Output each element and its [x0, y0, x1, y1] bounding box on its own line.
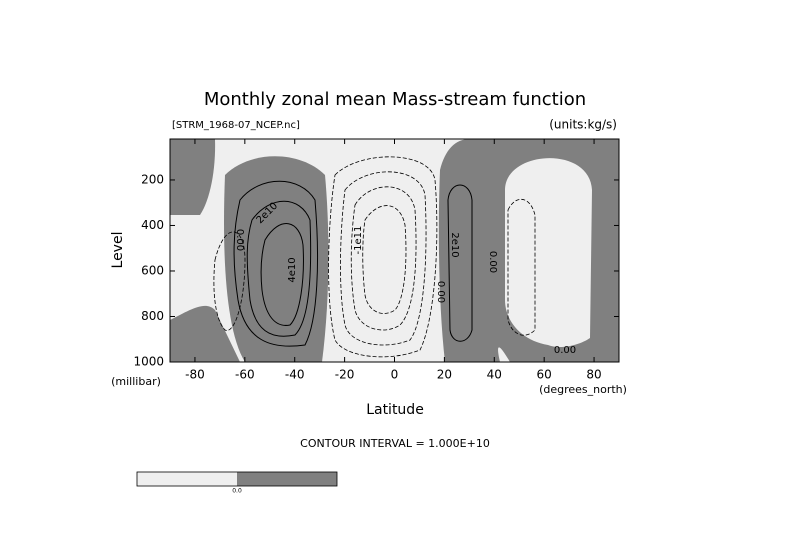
x-tick-label: 80 [586, 368, 601, 382]
x-tick-label: 20 [437, 368, 452, 382]
x-tick-label: 0 [391, 368, 399, 382]
x-tick-label: -80 [185, 368, 205, 382]
contour-line [328, 156, 438, 358]
contour-label: 0.00 [234, 229, 245, 251]
contour-line [507, 198, 536, 336]
colorbar-positive [237, 472, 337, 486]
positive-region [170, 305, 240, 362]
contour-label: 2e10 [449, 232, 460, 257]
contour-line [260, 223, 304, 326]
colorbar-frame [136, 471, 338, 487]
y-tick-label: 600 [141, 263, 164, 277]
y-axis-units: (millibar) [111, 375, 161, 388]
x-axis-label: Latitude [366, 402, 424, 418]
x-axis-units: (degrees_north) [539, 383, 627, 396]
chart-title: Monthly zonal mean Mass-stream function [204, 89, 586, 110]
contour-label: 0.00 [554, 345, 576, 356]
x-tick-label: 40 [487, 368, 502, 382]
positive-region [224, 156, 329, 362]
contour-line [350, 186, 417, 331]
contour-line [246, 200, 312, 337]
units-label: (units:kg/s) [549, 118, 617, 132]
contour-line [233, 180, 319, 347]
y-tick-label: 200 [141, 172, 164, 186]
colorbar-label: 0.0 [232, 488, 242, 495]
x-tick-label: 60 [537, 368, 552, 382]
contour-label: -1e11 [353, 226, 364, 255]
negative-region [505, 158, 592, 348]
contour-interval: CONTOUR INTERVAL = 1.000E+10 [300, 437, 490, 450]
x-tick-label: -20 [335, 368, 355, 382]
y-tick-label: 800 [141, 309, 164, 323]
contour-label: 0.00 [487, 251, 498, 273]
y-tick-label: 400 [141, 218, 164, 232]
contour-line [213, 231, 246, 331]
file-label: [STRM_1968-07_NCEP.nc] [172, 120, 300, 131]
x-tick-label: -40 [285, 368, 305, 382]
contour-line [447, 184, 473, 342]
contour-label: 4e10 [287, 257, 298, 282]
contour-line [340, 171, 427, 346]
y-axis-label: Level [110, 232, 126, 269]
colorbar-negative [137, 472, 237, 486]
contour-line [362, 205, 407, 314]
contour-label: 0.00 [435, 281, 446, 303]
y-tick-label: 1000 [133, 355, 164, 369]
x-tick-label: -60 [235, 368, 255, 382]
positive-region [170, 139, 216, 215]
